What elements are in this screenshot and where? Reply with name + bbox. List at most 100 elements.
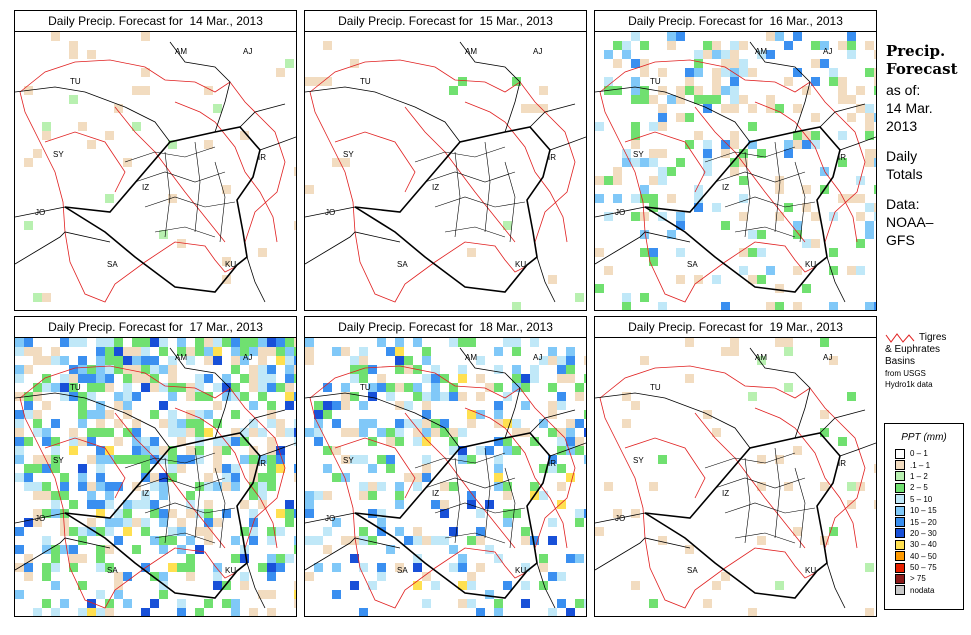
- precip-cell: [123, 356, 132, 365]
- precip-cell: [240, 554, 249, 563]
- precip-cell: [285, 509, 294, 518]
- precip-cell: [105, 599, 114, 608]
- province-boundary: [154, 532, 216, 544]
- precip-cell: [186, 554, 195, 563]
- precip-map: AM AJ TU SY IR JO SA KU IZ: [15, 338, 296, 616]
- precip-cell: [467, 500, 476, 509]
- precip-cell: [87, 428, 96, 437]
- precip-cell: [213, 401, 222, 410]
- precip-cell: [766, 95, 775, 104]
- precip-cell: [757, 455, 766, 464]
- precip-cell: [422, 599, 431, 608]
- precip-cell: [258, 500, 267, 509]
- precip-cell: [440, 482, 449, 491]
- precip-cell: [159, 491, 168, 500]
- precip-cell: [33, 482, 42, 491]
- precip-cell: [548, 401, 557, 410]
- country-border: [595, 537, 691, 571]
- precip-cell: [649, 257, 658, 266]
- basin-outline: [824, 477, 858, 549]
- precip-cell: [721, 572, 730, 581]
- precip-cell: [793, 527, 802, 536]
- precip-cell: [213, 581, 222, 590]
- precip-cell: [512, 446, 521, 455]
- country-label: SA: [687, 566, 698, 575]
- precip-cell: [159, 338, 168, 347]
- precip-cell: [213, 338, 222, 347]
- precip-cell: [51, 419, 60, 428]
- legend-label: 5 – 10: [910, 494, 933, 504]
- precip-cell: [874, 185, 876, 194]
- country-label: JO: [325, 514, 335, 523]
- precip-cell: [222, 437, 231, 446]
- precip-cell: [51, 500, 60, 509]
- country-label: AJ: [533, 47, 542, 56]
- precip-cell: [204, 500, 213, 509]
- precip-cell: [359, 419, 368, 428]
- precip-cell: [422, 572, 431, 581]
- country-label: SY: [343, 150, 354, 159]
- legend-label: 20 – 30: [910, 528, 937, 538]
- precip-cell: [332, 518, 341, 527]
- precip-cell: [15, 419, 24, 428]
- precip-cell: [222, 473, 231, 482]
- precip-cell: [703, 95, 712, 104]
- country-label: SA: [107, 260, 118, 269]
- precip-cell: [105, 131, 114, 140]
- precip-cell: [267, 482, 276, 491]
- precip-cell: [168, 464, 177, 473]
- precip-cell: [249, 527, 258, 536]
- precip-cell: [141, 365, 150, 374]
- precip-cell: [613, 41, 622, 50]
- precip-cell: [595, 248, 604, 257]
- precip-cell: [512, 77, 521, 86]
- precip-cell: [640, 95, 649, 104]
- precip-cell: [314, 419, 323, 428]
- precip-cell: [24, 401, 33, 410]
- precip-cell: [204, 482, 213, 491]
- precip-cell: [658, 149, 667, 158]
- precip-cell: [865, 149, 874, 158]
- precip-cell: [249, 428, 258, 437]
- legend-swatch: [895, 482, 905, 493]
- country-border: [595, 392, 751, 449]
- precip-cell: [712, 86, 721, 95]
- precip-cell: [314, 536, 323, 545]
- precip-cell: [685, 77, 694, 86]
- precip-cell: [258, 347, 267, 356]
- precip-cell: [177, 419, 186, 428]
- precip-cell: [802, 185, 811, 194]
- country-border: [305, 512, 356, 524]
- precip-cell: [359, 401, 368, 410]
- precip-cell: [757, 536, 766, 545]
- country-label: AJ: [243, 353, 252, 362]
- country-label: SY: [53, 456, 64, 465]
- country-label: IZ: [432, 183, 439, 192]
- precip-cell: [838, 131, 847, 140]
- precip-cell: [294, 365, 296, 374]
- precip-cell: [105, 455, 114, 464]
- precip-cell: [141, 383, 150, 392]
- precip-cell: [105, 518, 114, 527]
- precip-cell: [503, 491, 512, 500]
- precip-cell: [503, 581, 512, 590]
- precip-cell: [350, 356, 359, 365]
- precip-cell: [368, 464, 377, 473]
- precip-cell: [530, 374, 539, 383]
- precip-cell: [595, 194, 604, 203]
- precip-cell: [622, 149, 631, 158]
- precip-cell: [195, 410, 204, 419]
- country-border: [305, 86, 461, 143]
- legend-swatch: [895, 539, 905, 550]
- country-border: [549, 136, 586, 151]
- precip-cell: [42, 491, 51, 500]
- legend-item: 10 – 15: [885, 505, 963, 516]
- legend-label: 30 – 40: [910, 540, 937, 550]
- precip-cell: [231, 356, 240, 365]
- precip-cell: [413, 473, 422, 482]
- precip-cell: [521, 401, 530, 410]
- precip-cell: [42, 356, 51, 365]
- precip-cell: [114, 455, 123, 464]
- country-label: TU: [650, 77, 661, 86]
- forecast-panel-2: Daily Precip. Forecast for 15 Mar., 2013…: [304, 10, 587, 311]
